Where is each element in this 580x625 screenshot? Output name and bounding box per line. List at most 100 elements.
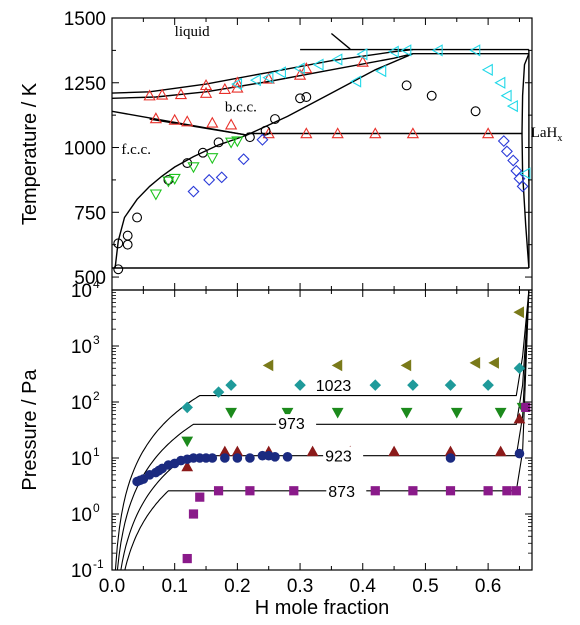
marker-873 K: [245, 486, 255, 496]
marker-923 K (navy): [445, 453, 456, 463]
marker-873 K: [188, 509, 199, 519]
y-tick-label: 500: [74, 268, 106, 289]
bottom-plot-frame: [111, 289, 533, 571]
marker-green-triangle-down: [168, 173, 181, 185]
phase-line-liquidus: [112, 48, 413, 94]
y-tick-exponent: 1: [93, 445, 100, 459]
phase-boundaries: [112, 32, 530, 269]
marker-black-circle: [122, 239, 133, 250]
y-axis-title-pressure: Pressure / Pa: [19, 369, 41, 491]
marker-black-circle: [132, 212, 143, 223]
marker-cyan-triangle-left: [431, 44, 443, 57]
marker-blue-diamond: [497, 135, 510, 148]
phase-label-subscript: x: [557, 133, 562, 144]
marker-red-triangle-up: [181, 115, 194, 127]
isotherm-label-bg: [276, 414, 317, 433]
marker-923 K (dark red): [388, 445, 400, 457]
marker-973 K: [450, 407, 463, 419]
marker-black-circle: [213, 137, 224, 148]
marker-red-triangle-up: [369, 127, 382, 139]
isotherm-label: 923: [325, 449, 352, 466]
marker-cyan-triangle-left: [506, 99, 518, 113]
marker-blue-diamond: [203, 173, 216, 186]
phase-label: f.c.c.: [121, 142, 151, 158]
phase-line-bcc-hydride: [246, 53, 414, 136]
marker-1023 K: [181, 401, 193, 414]
y-tick-label: 10: [71, 449, 92, 470]
marker-cyan-triangle-left: [312, 58, 324, 71]
marker-green-triangle-down: [162, 176, 175, 188]
marker-cyan-triangle-left: [400, 44, 412, 57]
y-tick-label: 10: [71, 337, 92, 358]
marker-923 K (navy): [282, 452, 293, 462]
marker-red-triangle-up: [218, 82, 231, 94]
y-tick-exponent: 0: [93, 501, 100, 515]
marker-black-circle: [244, 132, 255, 143]
marker-olive-triangle-left: [262, 359, 274, 372]
x-tick-label: 0.1: [161, 576, 187, 597]
marker-873 K: [408, 486, 418, 496]
x-tick-label: 0.5: [412, 576, 438, 597]
marker-cyan-triangle-left: [387, 45, 399, 58]
marker-black-circle: [270, 114, 280, 124]
isotherm-label: 973: [278, 416, 305, 433]
phase-line-bcc-lower: [149, 118, 247, 136]
marker-923 K (dark red): [306, 445, 319, 457]
marker-1023 K: [407, 379, 419, 391]
marker-973 K: [331, 407, 344, 419]
isotherm-label-bg: [313, 376, 354, 395]
temperature-panel: 500 750 1000 1250 1500 liquid b.c.c. f.c.c. LaHx…: [19, 9, 563, 291]
marker-blue-diamond: [215, 171, 228, 184]
marker-cyan-triangle-left: [262, 71, 274, 84]
phase-label: b.c.c.: [225, 99, 257, 115]
marker-green-triangle-down: [224, 137, 238, 149]
marker-873 K: [483, 486, 493, 496]
marker-873 K: [445, 486, 456, 496]
marker-blue-diamond: [187, 185, 200, 198]
marker-red-triangle-up: [149, 112, 163, 124]
marker-olive-triangle-left: [488, 356, 499, 369]
y-tick-label: 10: [71, 393, 92, 414]
isotherm-label: 1023: [316, 378, 352, 395]
marker-873 K: [182, 553, 192, 564]
marker-red-triangle-up: [206, 116, 219, 128]
marker-black-circle: [401, 80, 412, 91]
marker-873 K: [502, 486, 512, 496]
marker-973 K: [225, 407, 237, 419]
marker-cyan-triangle-left: [356, 48, 368, 61]
phase-label: LaHx: [531, 125, 563, 144]
marker-923 K (navy): [514, 448, 525, 459]
top-plot-frame: [111, 17, 533, 291]
marker-1023 K: [444, 379, 457, 391]
marker-cyan-triangle-left: [519, 167, 531, 180]
marker-green-triangle-down: [149, 189, 163, 201]
marker-1023 K: [369, 379, 382, 391]
marker-923 K (dark red): [513, 412, 526, 424]
y-tick-exponent: 4: [93, 277, 100, 291]
marker-olive-triangle-left: [513, 306, 525, 319]
isotherm-curves: [114, 290, 530, 570]
marker-blue-diamond: [500, 145, 513, 158]
marker-black-circle: [295, 93, 306, 104]
marker-1023 K: [225, 379, 237, 391]
marker-red-triangle-up: [356, 55, 369, 67]
marker-1023 K: [212, 386, 225, 398]
marker-red-triangle-up: [300, 127, 313, 139]
marker-cyan-triangle-left: [375, 64, 387, 78]
marker-red-triangle-up: [331, 127, 344, 139]
y-tick-label: 1250: [64, 74, 106, 95]
marker-923 K (navy): [270, 452, 280, 462]
isotherm-973: [116, 290, 530, 570]
marker-1023 K: [513, 362, 526, 375]
marker-olive-triangle-left: [400, 359, 412, 372]
marker-green-triangle-down: [187, 162, 200, 174]
marker-red-triangle-up: [199, 79, 213, 91]
marker-red-triangle-up: [262, 127, 275, 139]
marker-923 K (dark red): [494, 445, 507, 457]
isotherm-923: [120, 290, 530, 570]
isotherm-label-bg: [323, 446, 364, 465]
marker-873 K: [213, 486, 224, 496]
marker-black-circle: [122, 230, 133, 241]
marker-873 K: [195, 492, 205, 502]
isotherm-label-bg: [326, 481, 367, 500]
